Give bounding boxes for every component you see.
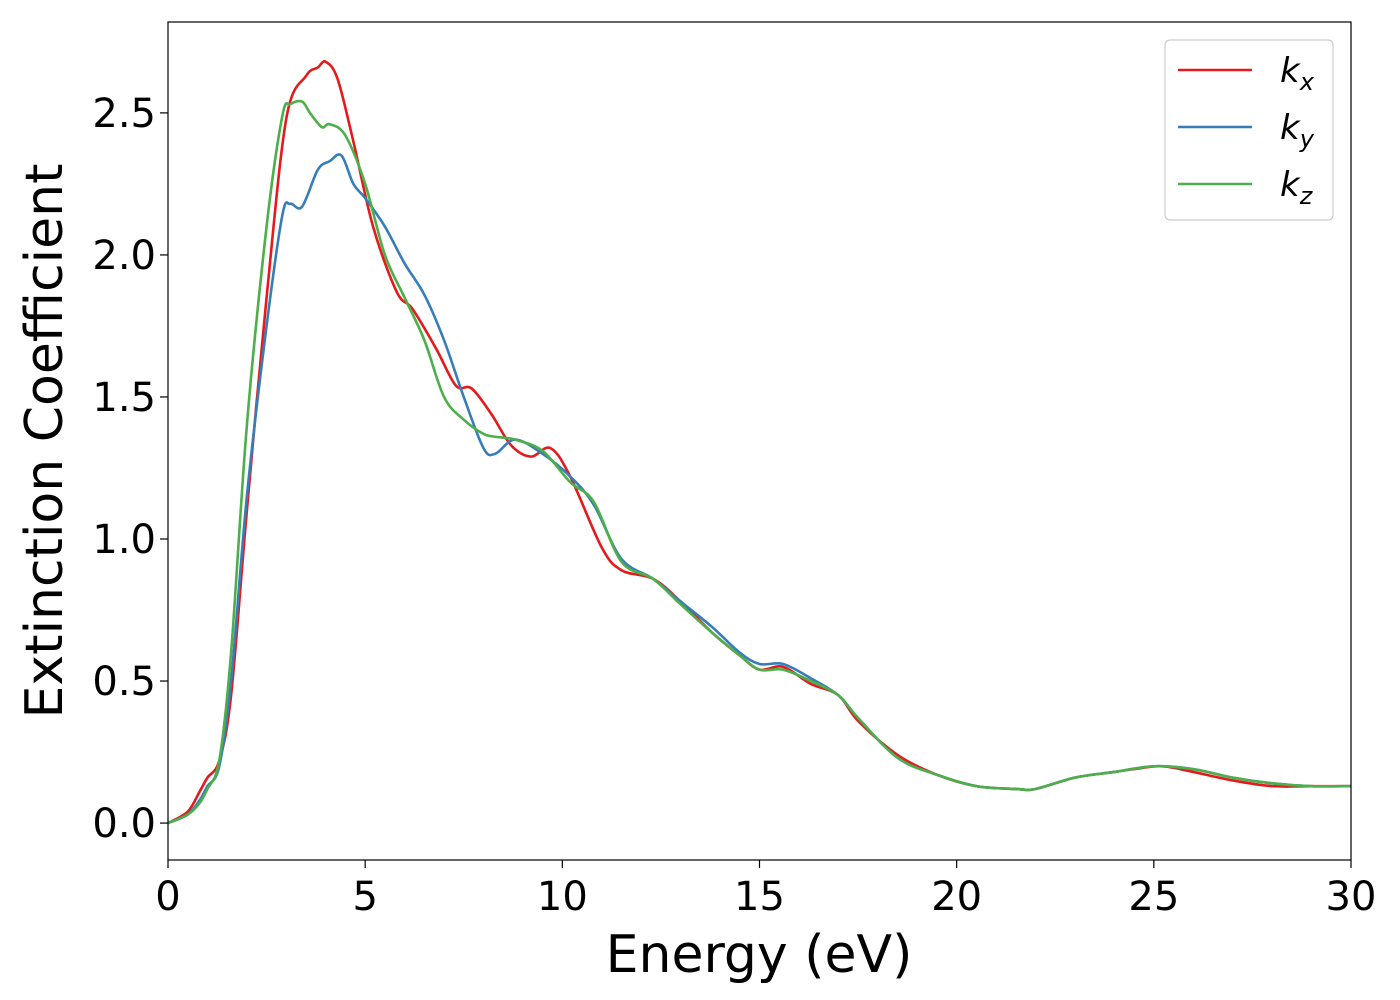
legend: kx ky kz xyxy=(1164,39,1334,221)
series-line-z xyxy=(167,99,1352,825)
y-axis-title: Extinction Coefficient xyxy=(15,164,75,719)
x-tick-label: 20 xyxy=(931,874,982,920)
x-tick-label: 15 xyxy=(734,874,785,920)
x-tick-label: 5 xyxy=(352,874,377,920)
x-tick-label: 10 xyxy=(537,874,588,920)
x-axis: 0 5 10 15 20 25 30 xyxy=(155,860,1376,920)
legend-label-y: ky xyxy=(1280,108,1315,153)
x-tick-label: 0 xyxy=(155,874,180,920)
y-tick-label: 0.0 xyxy=(92,801,156,847)
y-tick-label: 1.5 xyxy=(92,375,156,421)
y-tick-label: 2.0 xyxy=(92,233,156,279)
y-tick-label: 0.5 xyxy=(92,659,156,705)
legend-frame xyxy=(1164,39,1334,221)
series-line-y xyxy=(167,153,1352,825)
legend-label-x: kx xyxy=(1280,51,1315,96)
legend-label-z: kz xyxy=(1280,165,1314,210)
series-layer xyxy=(167,60,1352,825)
x-tick-label: 25 xyxy=(1128,874,1179,920)
y-tick-label: 2.5 xyxy=(92,91,156,137)
y-axis: 0.0 0.5 1.0 1.5 2.0 2.5 xyxy=(92,91,168,847)
y-tick-label: 1.0 xyxy=(92,517,156,563)
x-tick-label: 30 xyxy=(1326,874,1377,920)
x-axis-title: Energy (eV) xyxy=(606,925,913,985)
